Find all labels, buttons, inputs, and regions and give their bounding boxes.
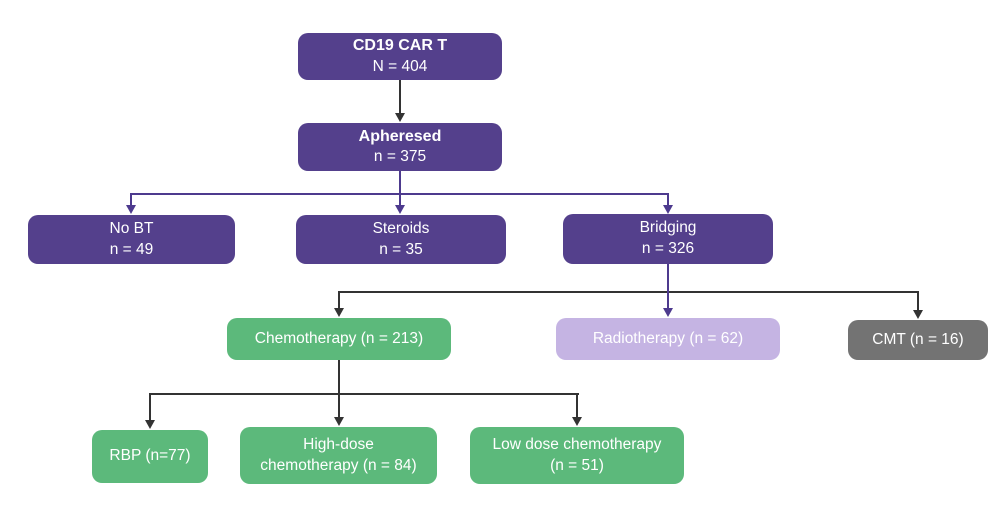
edge-chemotherapy-branch-line (149, 393, 579, 395)
node-title: RBP (n=77) (109, 447, 191, 465)
node-title: High-dose (303, 435, 374, 453)
edge-chemotherapy-stem-line (338, 360, 340, 395)
node-title: Steroids (372, 219, 430, 237)
edge-to-radiotherapy-line (667, 264, 669, 309)
node-cd19-car-t: CD19 CAR T N = 404 (298, 33, 502, 80)
arrow-down-icon (395, 205, 405, 214)
node-title: CMT (n = 16) (872, 330, 964, 348)
edge-to-no-bt-line (130, 193, 132, 206)
node-subtitle: n = 49 (109, 240, 154, 258)
node-chemotherapy: Chemotherapy (n = 213) (227, 318, 451, 360)
node-low-dose-chemotherapy: Low dose chemotherapy (n = 51) (470, 427, 684, 484)
node-apheresed: Apheresed n = 375 (298, 123, 502, 171)
node-title: CD19 CAR T (352, 37, 448, 55)
arrow-down-icon (913, 310, 923, 319)
arrow-down-icon (663, 308, 673, 317)
edge-to-steroids-line (399, 193, 401, 206)
node-high-dose-chemotherapy: High-dose chemotherapy (n = 84) (240, 427, 437, 484)
edge-to-bridging-line (667, 193, 669, 206)
node-subtitle: n = 326 (641, 240, 695, 257)
node-title: Chemotherapy (n = 213) (254, 329, 424, 347)
node-subtitle: chemotherapy (n = 84) (260, 456, 417, 474)
node-title: Low dose chemotherapy (492, 435, 662, 453)
node-title: Apheresed (358, 127, 442, 145)
node-title: Bridging (639, 219, 697, 237)
node-steroids: Steroids n = 35 (296, 215, 506, 264)
arrow-down-icon (572, 417, 582, 426)
node-rbp: RBP (n=77) (92, 430, 208, 483)
edge-to-cmt-line (917, 291, 919, 311)
edge-bridging-branch-line (338, 291, 919, 293)
arrow-down-icon (126, 205, 136, 214)
arrow-down-icon (334, 417, 344, 426)
edge-cd19-apheresed-line (399, 80, 401, 114)
arrow-down-icon (663, 205, 673, 214)
arrow-down-icon (145, 420, 155, 429)
edge-to-high-dose-line (338, 393, 340, 418)
node-cmt: CMT (n = 16) (848, 320, 988, 360)
edge-to-rbp-line (149, 393, 151, 421)
node-subtitle: n = 375 (373, 148, 427, 166)
node-subtitle: N = 404 (372, 57, 428, 75)
edge-to-low-dose-line (576, 393, 578, 418)
node-title: Radiotherapy (n = 62) (592, 329, 744, 347)
node-subtitle: n = 35 (379, 240, 423, 258)
edge-to-chemotherapy-line (338, 291, 340, 309)
arrow-down-icon (334, 308, 344, 317)
node-subtitle: (n = 51) (550, 456, 604, 474)
arrow-down-icon (395, 113, 405, 122)
edge-apheresed-stem-line (399, 171, 401, 195)
node-title: No BT (109, 219, 154, 237)
node-no-bt: No BT n = 49 (28, 215, 235, 264)
node-radiotherapy: Radiotherapy (n = 62) (556, 318, 780, 360)
node-bridging: Bridging n = 326 (563, 214, 773, 264)
